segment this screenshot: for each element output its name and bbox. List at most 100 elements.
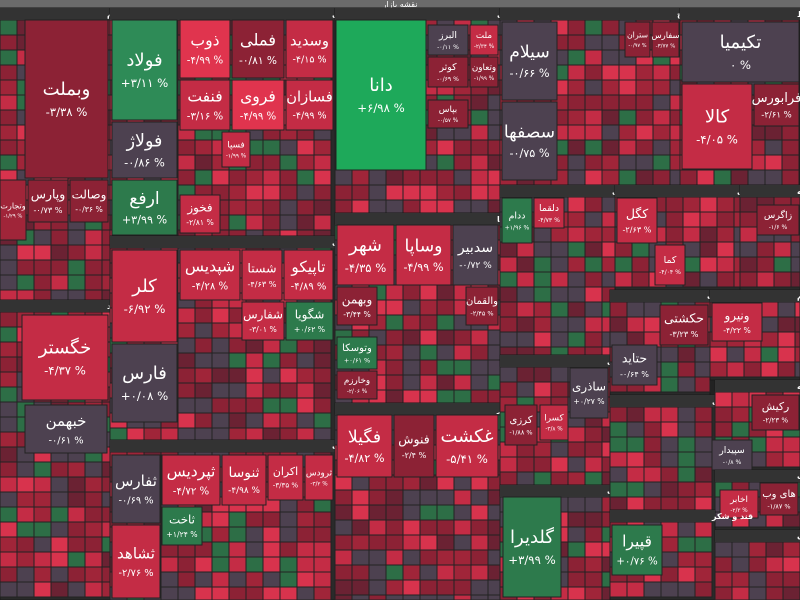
filler-cell xyxy=(567,109,586,126)
filler-cell xyxy=(419,284,438,301)
tile-change: +۱/۹۶ % xyxy=(505,225,530,232)
filler-cell xyxy=(0,341,18,358)
filler-cell xyxy=(790,271,800,288)
filler-cell xyxy=(516,331,535,348)
tile-name: سپیدار xyxy=(718,445,745,456)
filler-cell xyxy=(50,289,69,301)
filler-cell xyxy=(773,271,792,288)
tile-name: گلدیرا xyxy=(510,526,554,548)
filler-cell xyxy=(279,526,298,543)
tile-name: ملت xyxy=(476,31,493,41)
filler-cell xyxy=(211,367,230,384)
tile xyxy=(759,482,799,516)
filler-cell xyxy=(16,274,35,291)
sector-header-bg xyxy=(715,530,800,542)
tile xyxy=(336,414,393,478)
filler-cell xyxy=(245,586,264,600)
tile-change: -۴/۸۹ % xyxy=(291,281,327,292)
filler-cell xyxy=(385,594,404,600)
filler-cell xyxy=(453,374,472,391)
tile-name: فخوز xyxy=(186,201,212,216)
tile-change: -۰/۸ % xyxy=(723,459,742,466)
filler-cell xyxy=(499,331,518,348)
filler-cell xyxy=(694,361,711,378)
filler-cell xyxy=(245,169,264,186)
filler-cell xyxy=(584,586,603,600)
filler-cell xyxy=(716,196,735,213)
filler-cell xyxy=(84,289,103,301)
tile xyxy=(753,83,800,127)
filler-cell xyxy=(0,521,18,538)
tile-change: -۶/۹۲ % xyxy=(124,302,166,316)
filler-cell xyxy=(245,382,264,399)
filler-cell xyxy=(584,196,603,213)
filler-cell xyxy=(677,536,696,553)
filler-cell xyxy=(402,199,421,214)
filler-cell xyxy=(470,549,489,566)
filler-cell xyxy=(643,496,662,511)
filler-cell xyxy=(669,64,681,81)
filler-cell xyxy=(0,446,18,463)
filler-cell xyxy=(368,199,387,214)
tile-change: -۳/۷۷ % xyxy=(656,43,676,49)
filler-cell xyxy=(0,386,18,403)
filler-cell xyxy=(487,124,501,141)
filler-cell xyxy=(436,344,455,361)
filler-cell xyxy=(0,551,18,568)
filler-cell xyxy=(228,229,247,237)
filler-cell xyxy=(499,316,518,333)
filler-cell xyxy=(228,184,247,201)
tile xyxy=(304,454,334,501)
tile-change: -۳/۰۱ % xyxy=(249,325,277,334)
filler-cell xyxy=(101,521,111,538)
filler-cell xyxy=(660,361,679,378)
filler-cell xyxy=(211,322,230,339)
filler-cell xyxy=(739,241,758,258)
filler-cell xyxy=(334,169,353,186)
sector-header-bg xyxy=(0,8,110,20)
filler-cell xyxy=(385,549,404,566)
filler-cell xyxy=(453,329,472,346)
filler-cell xyxy=(419,199,438,214)
filler-cell xyxy=(756,256,775,273)
sector: کانی غیر فلزیساذری+۰/۲۷ %کرزی-۱/۸۸ %کسرا… xyxy=(499,354,666,486)
filler-cell xyxy=(567,34,586,51)
filler-cell xyxy=(782,586,800,600)
tile-change: -۰/۶۹ % xyxy=(437,76,459,83)
tile-name: ثرودس xyxy=(306,469,333,479)
tile-name: ثشاهد xyxy=(117,545,155,563)
filler-cell xyxy=(743,346,762,363)
filler-cell xyxy=(211,352,230,369)
filler-cell xyxy=(402,534,421,551)
filler-cell xyxy=(0,139,18,156)
filler-cell xyxy=(550,241,569,258)
filler-cell xyxy=(334,504,353,521)
filler-cell xyxy=(453,519,472,536)
filler-cell xyxy=(0,289,18,301)
filler-cell xyxy=(748,586,767,600)
filler-cell xyxy=(296,367,315,384)
filler-cell xyxy=(584,139,603,156)
filler-cell xyxy=(567,456,586,473)
filler-cell xyxy=(487,594,501,600)
filler-cell xyxy=(245,367,264,384)
filler-cell xyxy=(567,79,586,96)
filler-cell xyxy=(245,352,264,369)
filler-cell xyxy=(0,416,18,433)
tile-change: -۴/۹۹ % xyxy=(187,56,224,67)
filler-cell xyxy=(550,301,569,318)
tile-change: -۴/۰۴ % xyxy=(659,269,681,276)
filler-cell xyxy=(635,169,654,186)
tile xyxy=(283,249,334,301)
filler-cell xyxy=(731,586,750,600)
filler-cell xyxy=(385,534,404,551)
filler-cell xyxy=(334,519,353,536)
filler-cell xyxy=(601,571,611,588)
filler-cell xyxy=(262,511,281,528)
filler-cell xyxy=(601,49,620,66)
filler-cell xyxy=(16,491,35,508)
filler-cell xyxy=(0,476,18,493)
filler-cell xyxy=(84,259,103,276)
filler-cell xyxy=(228,367,247,384)
filler-cell xyxy=(765,436,784,453)
